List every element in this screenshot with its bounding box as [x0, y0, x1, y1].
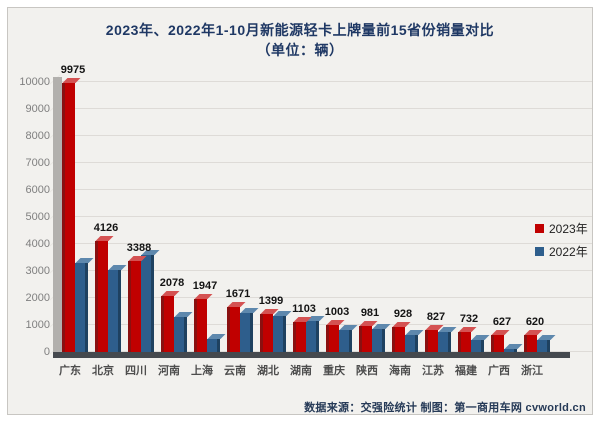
bar-2023-重庆 — [326, 319, 345, 352]
bar-2023-浙江 — [524, 330, 543, 352]
legend-label-2022: 2022年 — [549, 245, 588, 259]
value-label-四川: 3388 — [126, 241, 152, 254]
bar-2022-重庆 — [339, 325, 358, 352]
bar-2023-四川 — [128, 255, 147, 352]
chart-unit-label: （单位：辆） — [256, 42, 344, 59]
value-label-浙江: 620 — [525, 316, 545, 329]
x-axis-label-上海: 上海 — [191, 365, 213, 377]
bar-2023-陕西 — [359, 320, 378, 352]
value-label-河南: 2078 — [159, 276, 185, 289]
x-axis-label-江苏: 江苏 — [422, 365, 444, 377]
gridline-0 — [53, 351, 592, 352]
bar-2023-湖北 — [260, 309, 279, 352]
x-axis-label-广西: 广西 — [488, 365, 510, 377]
value-label-福建: 732 — [459, 313, 479, 326]
value-label-上海: 1947 — [192, 280, 218, 293]
x-axis-label-四川: 四川 — [125, 365, 147, 377]
gridline-5000 — [53, 216, 592, 217]
gridline-10000 — [53, 81, 592, 82]
gridline-9000 — [53, 108, 592, 109]
y-axis-tick-0: 0 — [43, 346, 50, 358]
bar-2023-湖南 — [293, 317, 312, 352]
legend: 2023年 2022年 — [535, 217, 588, 263]
x-axis-label-重庆: 重庆 — [323, 365, 345, 377]
y-axis-tick-2000: 2000 — [25, 292, 50, 304]
y-axis-tick-8000: 8000 — [25, 130, 50, 142]
x-axis-label-云南: 云南 — [224, 365, 246, 377]
gridline-7000 — [53, 162, 592, 163]
bar-2022-陕西 — [372, 323, 391, 352]
bar-2022-海南 — [405, 329, 424, 352]
x-axis-label-海南: 海南 — [389, 365, 411, 377]
legend-label-2023: 2023年 — [549, 222, 588, 236]
legend-item-2023: 2023年 — [535, 217, 588, 240]
bar-2023-北京 — [95, 235, 114, 352]
gridline-2000 — [53, 297, 592, 298]
value-label-广东: 9975 — [60, 63, 86, 76]
legend-item-2022: 2022年 — [535, 240, 588, 263]
bar-2023-广东 — [62, 77, 81, 352]
bar-2023-福建 — [458, 327, 477, 352]
value-label-湖南: 1103 — [292, 303, 316, 316]
gridline-4000 — [53, 243, 592, 244]
value-label-广西: 627 — [492, 316, 512, 329]
x-axis-label-湖北: 湖北 — [257, 365, 279, 377]
y-axis-tick-7000: 7000 — [25, 157, 50, 169]
bar-2022-广东 — [75, 257, 94, 352]
bar-2022-上海 — [207, 333, 226, 352]
value-label-海南: 928 — [393, 307, 413, 320]
bar-2023-江苏 — [425, 324, 444, 352]
gridline-6000 — [53, 189, 592, 190]
chart-title: 2023年、2022年1-10月新能源轻卡上牌量前15省份销量对比 （单位：辆） — [0, 20, 600, 61]
chart-title-line1: 2023年、2022年1-10月新能源轻卡上牌量前15省份销量对比 — [105, 22, 495, 38]
x-axis-label-广东: 广东 — [59, 365, 81, 377]
bar-2023-云南 — [227, 301, 246, 352]
x-axis-label-陕西: 陕西 — [356, 365, 378, 377]
y-axis-tick-3000: 3000 — [25, 265, 50, 277]
x-axis-label-北京: 北京 — [92, 365, 114, 377]
value-label-湖北: 1399 — [258, 295, 284, 308]
bar-2022-河南 — [174, 311, 193, 352]
value-label-重庆: 1003 — [324, 305, 350, 318]
bar-2022-广西 — [504, 344, 523, 352]
bar-2023-海南 — [392, 321, 411, 352]
plot-floor — [53, 352, 570, 358]
gridline-3000 — [53, 270, 592, 271]
y-axis-tick-10000: 10000 — [19, 76, 50, 88]
x-axis-label-福建: 福建 — [455, 365, 477, 377]
plot-wall — [53, 77, 62, 358]
gridline-1000 — [53, 324, 592, 325]
x-axis-label-湖南: 湖南 — [290, 365, 312, 377]
bar-2022-湖南 — [306, 315, 325, 352]
y-axis-tick-6000: 6000 — [25, 184, 50, 196]
y-axis-tick-9000: 9000 — [25, 103, 50, 115]
value-label-北京: 4126 — [93, 221, 119, 234]
bar-2022-福建 — [471, 335, 490, 352]
bar-2023-广西 — [491, 330, 510, 352]
x-axis-label-浙江: 浙江 — [521, 365, 543, 377]
y-axis-tick-1000: 1000 — [25, 319, 50, 331]
legend-swatch-2023 — [535, 224, 544, 233]
gridline-8000 — [53, 135, 592, 136]
bar-2022-浙江 — [537, 335, 556, 352]
bar-2023-上海 — [194, 294, 213, 352]
y-axis-tick-4000: 4000 — [25, 238, 50, 250]
legend-swatch-2022 — [535, 247, 544, 256]
value-label-云南: 1671 — [225, 287, 251, 300]
bar-2023-河南 — [161, 290, 180, 352]
bar-2022-江苏 — [438, 327, 457, 352]
bar-2022-湖北 — [273, 310, 292, 352]
x-axis-label-河南: 河南 — [158, 365, 180, 377]
data-source-credit: 数据来源：交强险统计 制图：第一商用车网 cvworld.cn — [304, 402, 586, 414]
bar-2022-云南 — [240, 307, 259, 352]
y-axis-tick-5000: 5000 — [25, 211, 50, 223]
bar-2022-四川 — [141, 249, 160, 352]
value-label-陕西: 981 — [360, 306, 380, 319]
bar-2022-北京 — [108, 264, 127, 352]
value-label-江苏: 827 — [426, 310, 446, 323]
